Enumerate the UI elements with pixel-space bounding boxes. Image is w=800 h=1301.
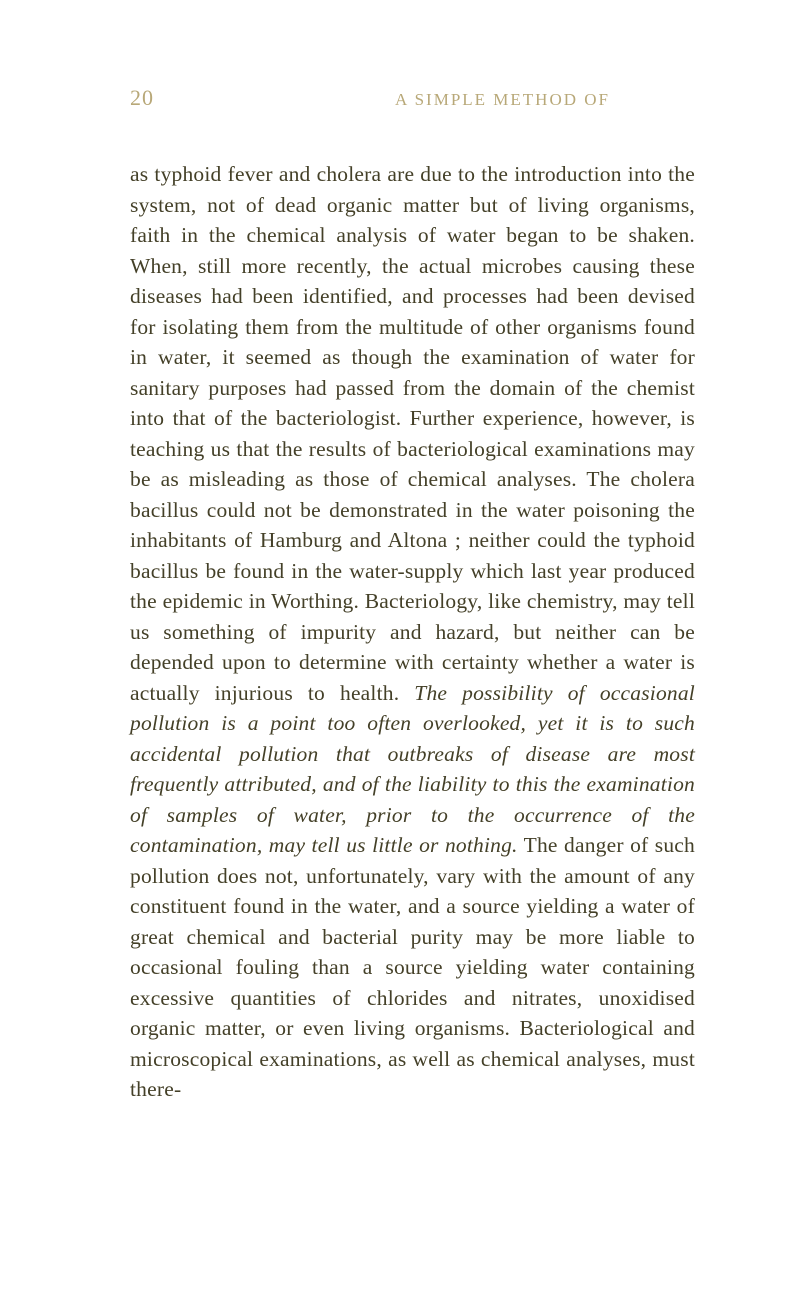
paragraph-part2: The danger of such pollution does not, u… <box>130 833 695 1101</box>
page-number: 20 <box>130 85 154 111</box>
page-header: 20 A SIMPLE METHOD OF <box>130 85 695 111</box>
document-page: 20 A SIMPLE METHOD OF as typhoid fever a… <box>0 0 800 1185</box>
running-title: A SIMPLE METHOD OF <box>395 90 610 110</box>
body-paragraph: as typhoid fever and cholera are due to … <box>130 159 695 1105</box>
paragraph-part1: as typhoid fever and cholera are due to … <box>130 162 695 705</box>
paragraph-italic: The possibility of occa­sional pollution… <box>130 681 695 858</box>
